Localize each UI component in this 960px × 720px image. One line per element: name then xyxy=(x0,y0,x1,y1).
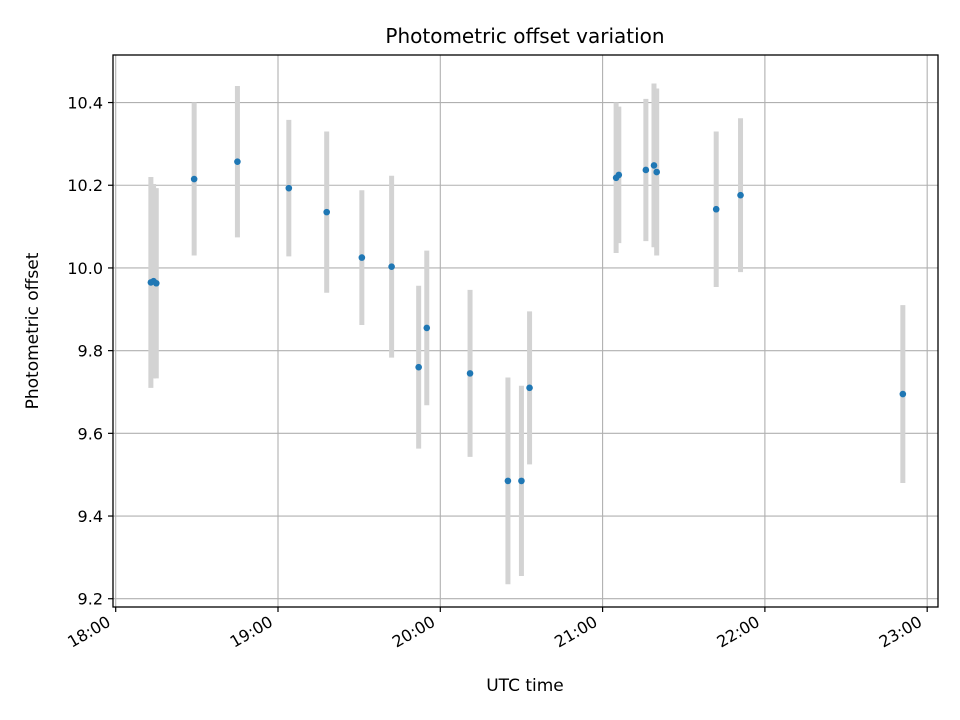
y-tick-label: 10.4 xyxy=(67,94,103,113)
y-tick-label: 10.2 xyxy=(67,176,103,195)
y-axis-ticks: 9.2 9.4 9.6 9.8 10.0 10.2 10.4 xyxy=(67,94,113,609)
data-point xyxy=(152,279,160,287)
y-tick-label: 10.0 xyxy=(67,259,103,278)
data-point xyxy=(190,175,198,183)
data-point xyxy=(526,384,533,392)
data-point xyxy=(415,363,422,371)
y-tick-label: 9.8 xyxy=(78,342,103,361)
data-point xyxy=(285,184,293,192)
data-point xyxy=(358,254,366,261)
y-tick-label: 9.6 xyxy=(78,424,103,443)
x-axis-title: UTC time xyxy=(486,676,564,696)
data-point xyxy=(388,263,395,271)
y-tick-label: 9.2 xyxy=(78,590,103,609)
data-point xyxy=(518,477,525,485)
data-point xyxy=(423,324,431,332)
y-axis-title: Photometric offset xyxy=(23,252,43,409)
data-point xyxy=(712,205,720,213)
chart-title: Photometric offset variation xyxy=(385,24,664,48)
data-point xyxy=(323,208,330,216)
data-point xyxy=(504,477,512,485)
plot-frame xyxy=(112,54,939,608)
data-point xyxy=(234,158,241,165)
data-point xyxy=(653,168,660,176)
data-points xyxy=(147,158,907,485)
grid-lines xyxy=(113,55,938,607)
data-point xyxy=(899,390,907,398)
data-point xyxy=(615,171,623,179)
data-point xyxy=(737,191,744,199)
data-point xyxy=(642,166,650,174)
data-point xyxy=(650,162,658,169)
y-tick-label: 9.4 xyxy=(78,507,103,526)
data-point xyxy=(466,370,474,377)
